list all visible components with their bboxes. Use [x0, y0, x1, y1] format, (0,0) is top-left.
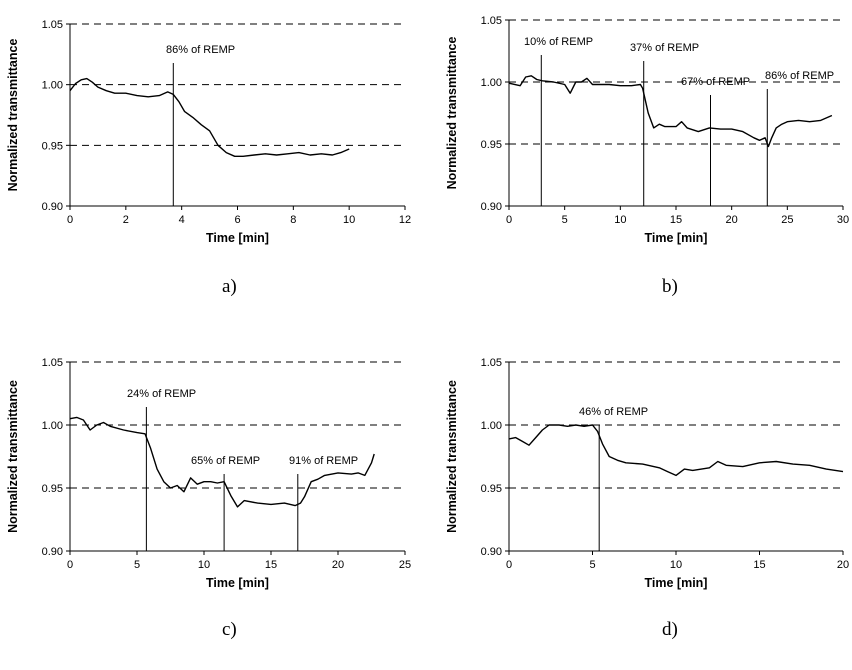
panel-caption: d) [662, 619, 678, 640]
x-tick-label: 0 [506, 214, 512, 226]
y-tick-label: 0.90 [42, 546, 63, 558]
y-tick-label: 0.95 [42, 483, 63, 495]
x-tick-label: 5 [589, 559, 595, 571]
y-axis-title: Normalized transmittance [6, 39, 20, 192]
x-tick-label: 10 [614, 214, 626, 226]
x-tick-label: 20 [332, 559, 344, 571]
x-tick-label: 8 [290, 214, 296, 226]
y-tick-label: 1.05 [42, 357, 63, 369]
x-tick-label: 5 [134, 559, 140, 571]
y-tick-label: 0.90 [481, 546, 502, 558]
y-axis-title: Normalized transmittance [445, 380, 459, 533]
x-axis-title: Time [min] [206, 231, 269, 245]
x-tick-label: 15 [670, 214, 682, 226]
y-tick-label: 0.90 [42, 201, 63, 213]
y-axis-title: Normalized transmittance [6, 380, 20, 533]
y-tick-label: 0.95 [481, 483, 502, 495]
x-axis-title: Time [min] [645, 576, 708, 590]
x-tick-label: 10 [670, 559, 682, 571]
series-line [508, 75, 833, 148]
series-line [508, 424, 844, 477]
x-tick-label: 0 [506, 559, 512, 571]
x-tick-label: 0 [67, 214, 73, 226]
chart-panel-c: 0.90 0.95 1.00 1.05 0 5 10 15 20 25 Time [min] Norm… [6, 357, 411, 640]
x-tick-label: 20 [837, 559, 849, 571]
y-axis-title: Normalized transmittance [445, 37, 459, 190]
y-tick-label: 0.90 [481, 201, 502, 213]
y-tick-label: 1.00 [42, 80, 63, 92]
y-tick-label: 1.00 [481, 77, 502, 89]
x-tick-label: 15 [753, 559, 765, 571]
series-line [69, 77, 350, 157]
y-tick-label: 1.05 [481, 15, 502, 27]
x-tick-label: 10 [343, 214, 355, 226]
series-line [69, 416, 375, 508]
x-tick-label: 6 [234, 214, 240, 226]
x-tick-label: 12 [399, 214, 411, 226]
annotation-label: 24% of REMP [127, 388, 196, 400]
y-tick-label: 0.95 [481, 139, 502, 151]
x-tick-label: 15 [265, 559, 277, 571]
x-tick-label: 0 [67, 559, 73, 571]
x-tick-label: 2 [123, 214, 129, 226]
y-tick-label: 1.05 [481, 357, 502, 369]
panel-caption: a) [222, 276, 237, 297]
y-tick-label: 1.05 [42, 19, 63, 31]
panel-caption: b) [662, 276, 678, 297]
x-tick-label: 4 [179, 214, 185, 226]
x-tick-label: 30 [837, 214, 849, 226]
annotation-label: 46% of REMP [579, 406, 648, 418]
chart-panel-d: 0.90 0.95 1.00 1.05 0 5 10 15 20 Time [min] Normal… [445, 357, 849, 640]
annotation-label: 91% of REMP [289, 455, 358, 467]
annotation-label: 10% of REMP [524, 36, 593, 48]
chart-panel-a: 0.90 0.95 1.00 1.05 0 2 4 6 8 10 12 Time [min] Norma… [6, 19, 411, 297]
x-tick-label: 25 [781, 214, 793, 226]
annotation-label: 37% of REMP [630, 42, 699, 54]
annotation-label: 65% of REMP [191, 455, 260, 467]
chart-panel-b: 0.90 0.95 1.00 1.05 0 5 10 15 20 25 30 Time [min] No… [445, 15, 849, 297]
y-tick-label: 1.00 [481, 420, 502, 432]
panel-caption: c) [222, 619, 237, 640]
x-tick-label: 20 [726, 214, 738, 226]
x-tick-label: 10 [198, 559, 210, 571]
annotation-label: 67% of REMP [681, 76, 750, 88]
annotation-label: 86% of REMP [166, 44, 235, 56]
x-tick-label: 25 [399, 559, 411, 571]
x-axis-title: Time [min] [645, 231, 708, 245]
x-tick-label: 5 [562, 214, 568, 226]
annotation-label: 86% of REMP [765, 70, 834, 82]
y-tick-label: 1.00 [42, 420, 63, 432]
x-axis-title: Time [min] [206, 576, 269, 590]
y-tick-label: 0.95 [42, 140, 63, 152]
